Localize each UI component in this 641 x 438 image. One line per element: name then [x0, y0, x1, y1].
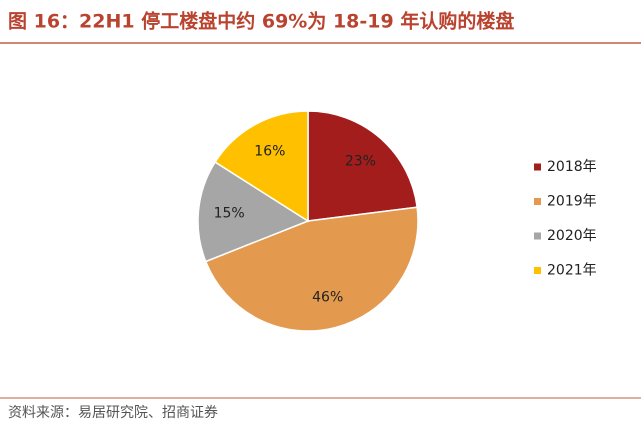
data-label: 16% [254, 144, 285, 160]
pie-slice [204, 206, 419, 332]
legend-label: 2020年 [547, 228, 597, 244]
pie-slice [197, 161, 310, 263]
legend-swatch [534, 163, 541, 171]
data-label: 15% [214, 206, 245, 222]
legend-label: 2019年 [547, 194, 597, 210]
data-label: 23% [345, 154, 376, 170]
legend-swatch [534, 232, 541, 240]
chart-title: 图 16：22H1 停工楼盘中约 69%为 18-19 年认购的楼盘 [8, 10, 514, 33]
legend-swatch [534, 198, 541, 205]
legend-label: 2021年 [547, 263, 597, 279]
legend-swatch [534, 267, 541, 274]
legend-label: 2018年 [547, 159, 597, 175]
data-label: 46% [312, 290, 343, 306]
pie-slice [307, 110, 418, 222]
source: 资料来源：易居研究院、招商证券 [8, 405, 218, 421]
pie-slice [214, 110, 309, 223]
